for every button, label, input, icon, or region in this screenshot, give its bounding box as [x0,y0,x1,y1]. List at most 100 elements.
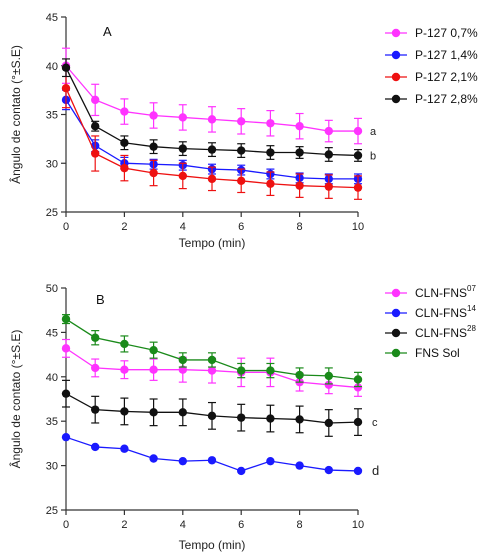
x-tick-label: 6 [238,519,244,531]
data-point [61,314,71,324]
y-tick-label: 45 [46,12,58,24]
legend-marker [391,288,401,298]
data-point [295,148,304,157]
legend-marker [391,72,401,82]
data-point [120,444,129,453]
legend-item: P-127 2,8% [385,92,478,106]
data-point [207,174,217,184]
data-point [295,122,304,131]
legend-label: FNS Sol [415,346,460,360]
data-point [91,405,100,414]
legend-name: P-127 2,8% [415,92,478,106]
y-tick-label: 40 [46,61,58,73]
data-point [295,461,304,470]
legend-label: P-127 0,7% [415,26,478,40]
data-point [207,355,217,365]
data-point [353,375,363,384]
data-point [61,389,71,398]
data-point [91,122,100,131]
data-point [295,370,304,380]
x-tick-label: 10 [352,221,364,233]
series-p-127-2-1- [61,68,363,200]
legend-item: CLN-FNS28 [385,324,476,340]
y-tick-label: 25 [46,505,58,517]
data-point [178,408,187,417]
data-point [120,138,129,147]
legend-item: P-127 0,7% [385,26,478,40]
panel-letter: B [96,292,105,307]
data-point [353,383,363,392]
data-point [324,182,333,191]
data-point [266,456,275,466]
data-point [237,466,246,476]
panel-letter: A [103,24,112,39]
x-tick-label: 6 [238,221,244,233]
y-tick-label: 40 [46,372,58,384]
data-point [149,454,158,463]
data-point [149,365,158,374]
x-tick-label: 0 [63,519,69,531]
data-point [91,95,100,105]
data-point [178,355,187,365]
x-tick-label: 8 [297,221,303,233]
legend-marker [391,308,401,318]
data-point [61,83,71,93]
legend-label: P-127 2,1% [415,70,478,84]
series-annotation: c [372,417,378,429]
data-point [266,119,275,128]
data-point [237,176,246,185]
data-point [207,366,217,375]
series-fns-sol [61,314,363,388]
legend-superscript: 14 [467,304,476,313]
data-point [324,126,333,136]
legend-name: CLN-FNS [415,306,467,320]
data-point [178,171,187,181]
data-point [120,107,129,116]
x-tick-label: 8 [297,519,303,531]
legend-label: P-127 2,8% [415,92,478,106]
x-axis-title: Tempo (min) [179,236,246,250]
data-point [207,456,217,465]
series-annotation: d [372,463,379,478]
data-point [91,363,100,373]
legend-superscript: 28 [467,324,476,333]
series-annotation: b [370,150,376,162]
data-point [353,466,363,476]
series-annotation: a [370,126,377,138]
data-point [237,413,246,422]
legend-item: CLN-FNS14 [385,304,476,320]
x-tick-label: 0 [63,221,69,233]
data-point [207,145,217,154]
legend-item: P-127 2,1% [385,70,478,84]
data-point [237,366,246,375]
legend-label: CLN-FNS07 [415,284,476,300]
data-point [295,415,304,424]
x-tick-label: 2 [121,519,127,531]
data-point [61,63,71,72]
data-point [207,411,217,421]
data-point [120,339,129,349]
legend-name: P-127 1,4% [415,48,478,62]
series-cln-fns07 [61,338,363,397]
x-tick-label: 10 [352,519,364,531]
x-tick-label: 2 [121,221,127,233]
data-point [120,407,129,416]
legend-item: P-127 1,4% [385,48,478,62]
legend-superscript: 07 [467,284,476,293]
data-point [324,150,333,159]
legend-label: P-127 1,4% [415,48,478,62]
panel-A: 25 30 35 40 45 0 2 4 6 8 10 Tempo (min) Ângulo de co… [8,12,478,250]
y-axis-title: Ângulo de contato (°±S.E) [8,45,23,184]
data-point [149,168,158,178]
legend: P-127 0,7% P-127 1,4% P-127 2,1% P-127 2,8% [385,26,478,106]
legend-name: CLN-FNS [415,286,467,300]
data-point [61,344,71,353]
data-point [324,371,333,381]
y-axis-title: Ângulo de contato (°±S.E) [8,330,23,469]
data-point [237,117,246,126]
y-tick-label: 30 [46,461,58,473]
legend-marker [391,28,401,38]
legend-label: CLN-FNS28 [415,324,476,340]
